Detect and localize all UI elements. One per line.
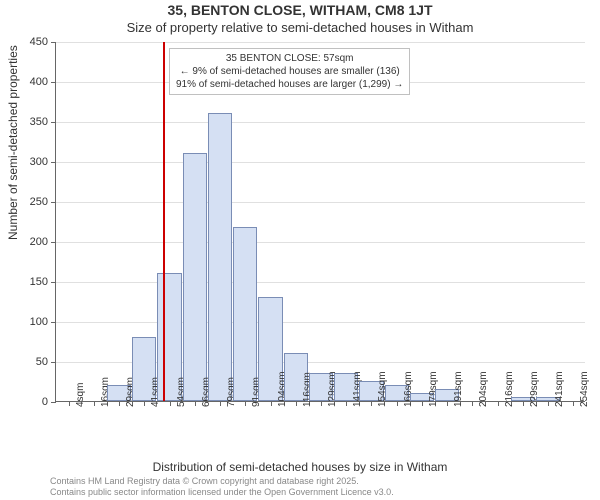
chart-title: 35, BENTON CLOSE, WITHAM, CM8 1JT — [0, 2, 600, 18]
xtick-label: 254sqm — [577, 371, 590, 407]
annotation-line-2: ← 9% of semi-detached houses are smaller… — [176, 65, 403, 78]
xtick-mark — [69, 401, 70, 406]
xtick-mark — [371, 401, 372, 406]
xtick-label: 166sqm — [401, 371, 414, 407]
xtick-mark — [346, 401, 347, 406]
xtick-mark — [498, 401, 499, 406]
chart-container: 35, BENTON CLOSE, WITHAM, CM8 1JT Size o… — [0, 0, 600, 500]
xtick-mark — [397, 401, 398, 406]
xtick-label: 229sqm — [527, 371, 540, 407]
footer-text: Contains HM Land Registry data © Crown c… — [50, 476, 394, 498]
xtick-mark — [472, 401, 473, 406]
annotation-box: 35 BENTON CLOSE: 57sqm← 9% of semi-detac… — [169, 48, 410, 95]
gridline — [56, 42, 585, 43]
annotation-line-3: 91% of semi-detached houses are larger (… — [176, 78, 403, 91]
ytick-label: 100 — [30, 316, 56, 328]
gridline — [56, 282, 585, 283]
gridline — [56, 122, 585, 123]
xtick-mark — [119, 401, 120, 406]
ytick-label: 300 — [30, 156, 56, 168]
footer-line-1: Contains HM Land Registry data © Crown c… — [50, 476, 394, 487]
chart-subtitle: Size of property relative to semi-detach… — [0, 20, 600, 35]
xtick-label: 191sqm — [451, 371, 464, 407]
x-axis-label: Distribution of semi-detached houses by … — [0, 460, 600, 474]
xtick-mark — [94, 401, 95, 406]
ytick-label: 0 — [42, 396, 56, 408]
xtick-mark — [422, 401, 423, 406]
xtick-mark — [220, 401, 221, 406]
ytick-label: 450 — [30, 36, 56, 48]
xtick-label: 241sqm — [552, 371, 565, 407]
ytick-label: 350 — [30, 116, 56, 128]
xtick-mark — [195, 401, 196, 406]
histogram-bar — [233, 227, 257, 401]
gridline — [56, 322, 585, 323]
histogram-bar — [183, 153, 207, 401]
xtick-label: 204sqm — [476, 371, 489, 407]
footer-line-2: Contains public sector information licen… — [50, 487, 394, 498]
ytick-label: 400 — [30, 76, 56, 88]
xtick-mark — [144, 401, 145, 406]
ytick-label: 200 — [30, 236, 56, 248]
xtick-mark — [245, 401, 246, 406]
xtick-mark — [447, 401, 448, 406]
xtick-label: 4sqm — [73, 383, 86, 407]
xtick-mark — [170, 401, 171, 406]
ytick-label: 50 — [36, 356, 56, 368]
xtick-mark — [523, 401, 524, 406]
marker-line — [163, 42, 165, 401]
plot-area: 0501001502002503003504004504sqm16sqm29sq… — [55, 42, 585, 402]
xtick-mark — [271, 401, 272, 406]
xtick-label: 216sqm — [502, 371, 515, 407]
gridline — [56, 202, 585, 203]
xtick-mark — [573, 401, 574, 406]
annotation-line-1: 35 BENTON CLOSE: 57sqm — [176, 52, 403, 65]
ytick-label: 150 — [30, 276, 56, 288]
gridline — [56, 242, 585, 243]
xtick-mark — [548, 401, 549, 406]
ytick-label: 250 — [30, 196, 56, 208]
gridline — [56, 162, 585, 163]
y-axis-label: Number of semi-detached properties — [6, 45, 20, 240]
xtick-mark — [321, 401, 322, 406]
histogram-bar — [208, 113, 232, 401]
xtick-mark — [296, 401, 297, 406]
